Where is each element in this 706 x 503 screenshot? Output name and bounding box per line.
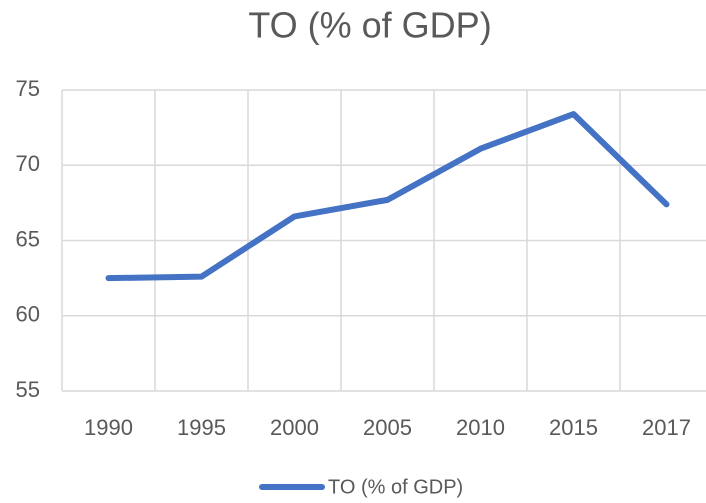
y-tick-label: 60 (16, 302, 40, 327)
y-tick-label: 55 (16, 377, 40, 402)
y-tick-label: 65 (16, 226, 40, 251)
x-tick-label: 1995 (177, 415, 226, 440)
x-tick-label: 2017 (642, 415, 691, 440)
x-tick-label: 1990 (84, 415, 133, 440)
y-tick-label: 75 (16, 76, 40, 101)
legend-label: TO (% of GDP) (328, 476, 463, 498)
x-tick-label: 2005 (363, 415, 412, 440)
x-tick-label: 2015 (549, 415, 598, 440)
x-tick-label: 2000 (270, 415, 319, 440)
x-tick-label: 2010 (456, 415, 505, 440)
y-tick-label: 70 (16, 151, 40, 176)
chart-title: TO (% of GDP) (248, 5, 491, 46)
data-line (105, 111, 670, 282)
